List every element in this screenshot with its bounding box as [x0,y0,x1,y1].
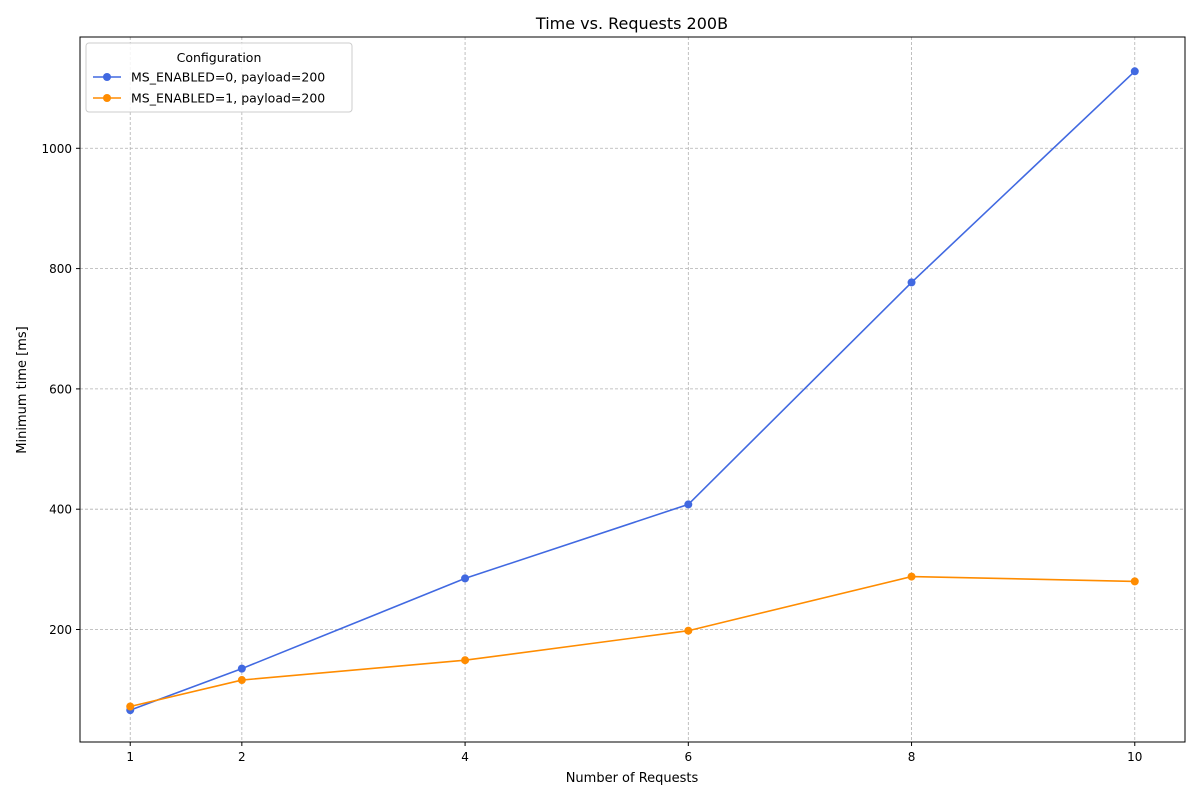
legend-swatch-marker [103,94,111,102]
x-axis-label: Number of Requests [566,771,699,786]
x-tick-label: 8 [908,750,916,764]
legend-swatch-marker [103,73,111,81]
legend-entry-label: MS_ENABLED=0, payload=200 [131,70,325,85]
legend-box [85,42,353,113]
data-point [461,574,470,583]
legend-title: Configuration [177,50,262,65]
legend: Configuration MS_ENABLED=0, payload=200M… [85,42,353,113]
legend-entry-label: MS_ENABLED=1, payload=200 [131,91,325,106]
y-tick-label: 200 [49,623,72,637]
data-point [684,500,693,509]
data-point [684,626,693,635]
data-point [907,572,916,581]
data-point [1130,67,1139,76]
y-tick-label: 400 [49,503,72,517]
x-tick-label: 2 [238,750,246,764]
series-line-1 [130,575,1135,708]
series-line-0 [129,70,1136,711]
y-axis-label: Minimum time [ms] [15,326,30,453]
y-tick-label: 1000 [41,142,72,156]
x-tick-label: 4 [461,750,469,764]
grid [80,37,1185,742]
plot-frame [79,36,1186,743]
data-point [907,278,916,287]
y-tick-label: 600 [49,382,72,396]
chart-title: Time vs. Requests 200B [535,14,728,33]
series-layer [126,67,1139,715]
data-point [461,656,470,665]
x-tick-label: 1 [126,750,134,764]
y-tick-label: 800 [49,262,72,276]
data-point [237,664,246,673]
data-point [1130,577,1139,586]
x-tick-label: 6 [684,750,692,764]
data-point [126,702,135,711]
legend-entries: MS_ENABLED=0, payload=200 MS_ENABLED=1, p… [93,70,325,106]
axis-ticks: 1 2 4 6 8 10 200 400 600 800 1000 [41,142,1142,764]
x-tick-label: 10 [1127,750,1142,764]
data-point [237,676,246,685]
